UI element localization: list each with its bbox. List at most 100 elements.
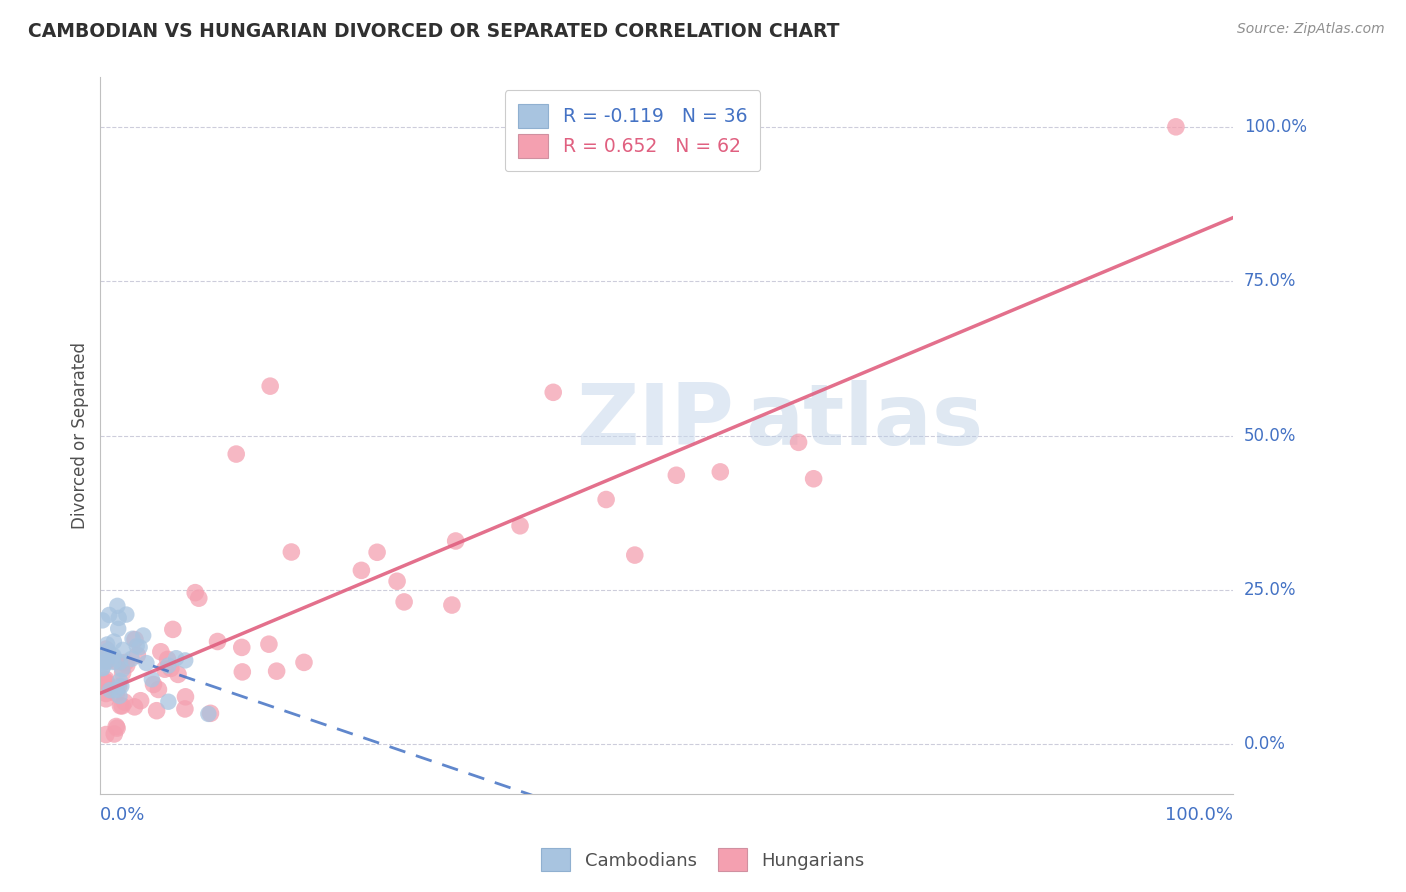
Point [207,634,229,648]
Point [148,682,170,697]
Point [231,665,253,679]
Point [200,706,222,721]
Point [595,492,617,507]
Point [96,637,118,651]
Point [157,658,180,673]
Point [125,639,148,653]
Text: atlas: atlas [745,380,984,463]
Point [167,667,190,681]
Point [110,698,132,713]
Point [541,385,564,400]
Point [94,673,117,687]
Point [98,683,121,698]
Point [385,574,408,589]
Point [103,727,125,741]
Point [231,640,253,655]
Point [91,661,114,675]
Point [111,666,134,681]
Point [97,643,120,657]
Point [114,656,136,670]
Point [259,379,281,393]
Point [94,676,117,690]
Point [280,545,302,559]
Point [128,640,150,655]
Text: 0.0%: 0.0% [100,806,146,824]
Point [94,686,117,700]
Point [129,694,152,708]
Point [98,607,121,622]
Point [153,662,176,676]
Point [108,673,131,688]
Point [127,648,149,662]
Point [121,632,143,646]
Point [145,704,167,718]
Point [350,563,373,577]
Point [266,664,288,678]
Point [665,468,688,483]
Point [162,623,184,637]
Text: 50.0%: 50.0% [1244,426,1296,444]
Point [174,690,197,704]
Point [107,679,129,693]
Text: 100.0%: 100.0% [1244,118,1306,136]
Point [165,651,187,665]
Point [111,698,134,713]
Point [104,654,127,668]
Text: 75.0%: 75.0% [1244,272,1296,290]
Point [257,637,280,651]
Text: Source: ZipAtlas.com: Source: ZipAtlas.com [1237,22,1385,37]
Point [103,634,125,648]
Point [94,727,117,741]
Point [94,642,117,657]
Point [94,691,117,706]
Point [156,652,179,666]
Legend: Cambodians, Hungarians: Cambodians, Hungarians [534,841,872,879]
Point [115,607,138,622]
Point [94,674,117,689]
Point [142,677,165,691]
Point [108,689,131,703]
Point [184,585,207,599]
Point [121,652,143,666]
Point [803,472,825,486]
Text: CAMBODIAN VS HUNGARIAN DIVORCED OR SEPARATED CORRELATION CHART: CAMBODIAN VS HUNGARIAN DIVORCED OR SEPAR… [28,22,839,41]
Point [366,545,388,559]
Text: 25.0%: 25.0% [1244,581,1296,599]
Point [105,599,128,613]
Point [160,661,183,675]
Point [292,656,315,670]
Point [392,595,415,609]
Point [225,447,247,461]
Point [440,598,463,612]
Legend: R = -0.119   N = 36, R = 0.652   N = 62: R = -0.119 N = 36, R = 0.652 N = 62 [505,90,761,171]
Point [141,673,163,687]
Point [91,614,114,628]
Point [114,695,136,709]
Point [787,435,810,450]
Point [444,533,467,548]
Point [107,622,129,636]
Point [187,591,209,606]
Point [105,721,128,735]
Point [108,655,131,669]
Point [132,628,155,642]
Point [103,648,125,663]
Point [105,719,128,733]
Point [197,706,219,721]
Point [135,656,157,670]
Point [509,518,531,533]
Point [157,695,180,709]
Point [103,655,125,669]
Point [111,643,134,657]
Point [174,653,197,667]
Point [623,548,645,562]
Text: 0.0%: 0.0% [1244,735,1285,753]
Point [93,652,115,666]
Point [124,632,146,647]
Y-axis label: Divorced or Separated: Divorced or Separated [72,342,89,529]
Point [115,658,138,673]
Point [1164,120,1187,134]
Point [90,656,112,670]
Point [111,663,134,677]
Point [91,661,114,675]
